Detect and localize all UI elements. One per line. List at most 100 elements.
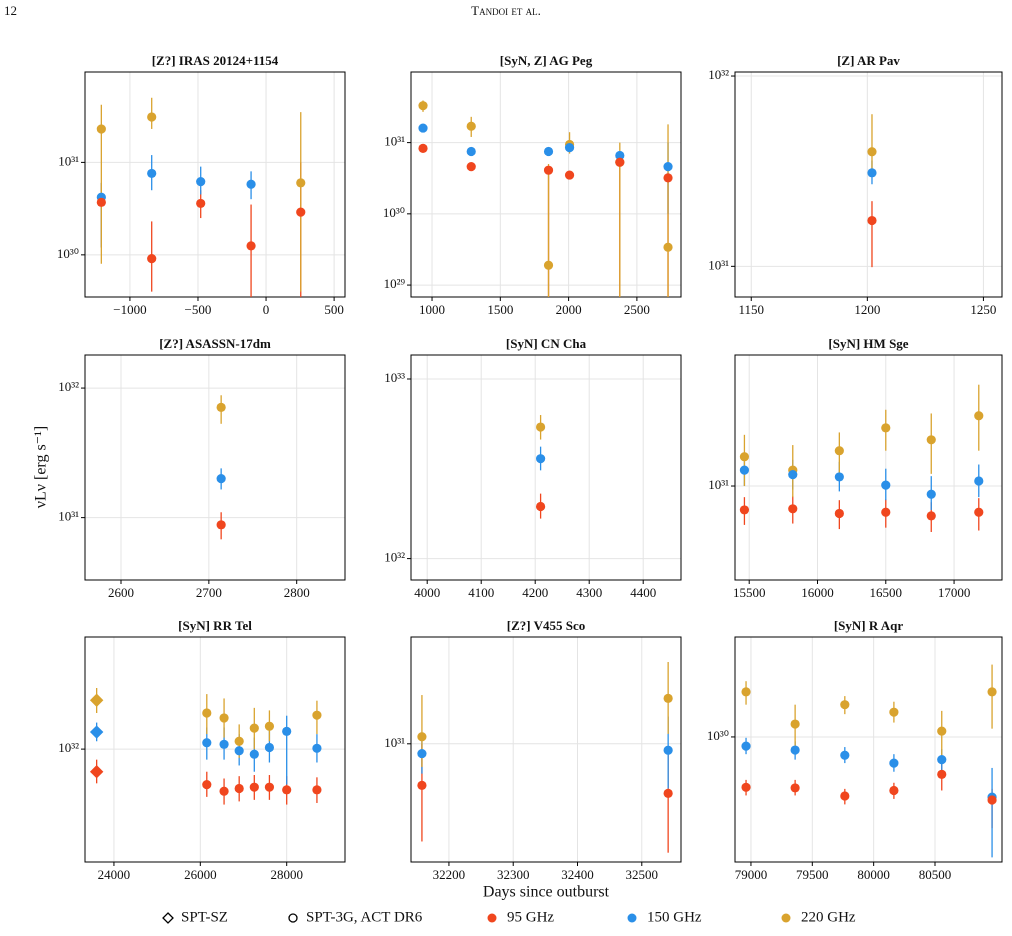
data-point: [345, 109, 354, 118]
data-point: [466, 146, 476, 157]
data-point: [219, 713, 229, 723]
data-point: [216, 520, 226, 530]
y-tick-label: 10³¹: [58, 509, 79, 524]
x-tick-label: 32500: [626, 867, 659, 882]
x-tick-label: 1200: [854, 302, 880, 317]
data-point: [788, 504, 798, 514]
legend-label: 220 GHz: [801, 909, 856, 925]
x-tick-label: 1150: [738, 302, 764, 317]
plot-frame: [734, 636, 1003, 863]
data-point: [147, 112, 157, 122]
data-point: [264, 782, 275, 792]
x-tick-label: 1250: [970, 302, 996, 317]
x-tick-label: 17000: [938, 585, 971, 600]
data-point: [147, 168, 157, 179]
y-tick-label: 10³²: [58, 379, 79, 394]
data-point: [89, 725, 104, 739]
panel: [SyN] CN Cha 10³² 10³³ 4000 4100 4200 4300 4400: [384, 336, 682, 600]
data-point: [790, 783, 800, 793]
x-tick-label: 32200: [433, 867, 466, 882]
data-point: [536, 422, 546, 432]
plot-area: [536, 415, 546, 519]
data-point: [202, 708, 212, 718]
data-point: [219, 739, 229, 749]
data-point: [249, 749, 259, 759]
data-point: [663, 242, 673, 252]
panel-title: [SyN, Z] AG Peg: [500, 53, 593, 68]
x-tick-label: 32400: [561, 867, 594, 882]
data-point: [202, 779, 212, 790]
data-point: [663, 745, 673, 755]
data-point: [196, 176, 206, 187]
x-tick-label: 16500: [870, 585, 903, 600]
data-point: [249, 782, 259, 792]
data-point: [615, 157, 625, 167]
data-point: [536, 454, 546, 464]
x-tick-label: 4200: [522, 585, 548, 600]
data-point: [246, 179, 256, 189]
data-point: [417, 732, 427, 742]
x-tick-label: 4400: [630, 585, 656, 600]
x-tick-label: 2700: [196, 585, 222, 600]
x-tick-label: −1000: [113, 302, 146, 317]
plot-frame: [84, 354, 346, 581]
data-point: [926, 489, 936, 499]
data-point: [418, 123, 428, 133]
x-tick-label: 80500: [919, 867, 952, 882]
x-tick-label: 16000: [801, 585, 834, 600]
data-point: [881, 423, 891, 433]
panel: [Z?] ASASSN-17dm 10³¹ 10³² 2600 2700 2800: [58, 336, 346, 600]
data-point: [234, 783, 244, 794]
data-point: [417, 748, 427, 759]
data-point: [466, 121, 476, 131]
page-number: 12: [4, 3, 17, 18]
data-point: [937, 726, 947, 736]
data-point: [881, 480, 891, 490]
data-point: [615, 150, 625, 161]
data-point: [974, 411, 984, 421]
data-point: [937, 755, 947, 765]
y-tick-label: 10³³: [384, 370, 405, 385]
legend-marker: [781, 913, 791, 923]
data-point: [89, 765, 104, 779]
legend-label: 95 GHz: [507, 909, 554, 925]
data-point: [543, 146, 554, 157]
data-point: [840, 791, 850, 801]
data-point: [234, 746, 244, 756]
plot-frame: [410, 71, 682, 298]
data-point: [417, 780, 427, 790]
data-point: [296, 207, 306, 217]
data-point: [296, 178, 306, 188]
data-point: [739, 465, 750, 475]
data-point: [264, 721, 275, 731]
x-tick-label: −500: [185, 302, 212, 317]
data-point: [196, 198, 206, 209]
panel-title: [SyN] RR Tel: [178, 618, 252, 633]
x-tick-label: 79500: [796, 867, 829, 882]
legend-label: 150 GHz: [647, 909, 702, 925]
data-point: [663, 693, 673, 703]
data-point: [937, 769, 947, 779]
legend-label: SPT-SZ: [181, 909, 228, 925]
x-tick-label: 0: [263, 302, 270, 317]
data-point: [536, 501, 546, 512]
y-tick-label: 10³¹: [708, 257, 729, 272]
data-point: [790, 745, 800, 755]
data-point: [543, 165, 554, 175]
data-point: [564, 143, 575, 153]
legend-marker: [487, 913, 497, 923]
x-tick-label: 1000: [419, 302, 445, 317]
data-point: [96, 197, 106, 207]
running-title: Tandoi et al.: [471, 3, 541, 18]
data-point: [282, 726, 292, 736]
x-tick-label: 1500: [487, 302, 513, 317]
plot-area: [89, 687, 322, 805]
x-tick-label: 24000: [98, 867, 131, 882]
plot-area: [418, 100, 673, 297]
panel-title: [SyN] CN Cha: [506, 336, 587, 351]
x-tick-label: 15500: [733, 585, 766, 600]
plot-area: [739, 384, 984, 532]
data-point: [418, 143, 428, 153]
data-point: [249, 723, 259, 733]
legend-label: SPT-3G, ACT DR6: [306, 909, 423, 925]
